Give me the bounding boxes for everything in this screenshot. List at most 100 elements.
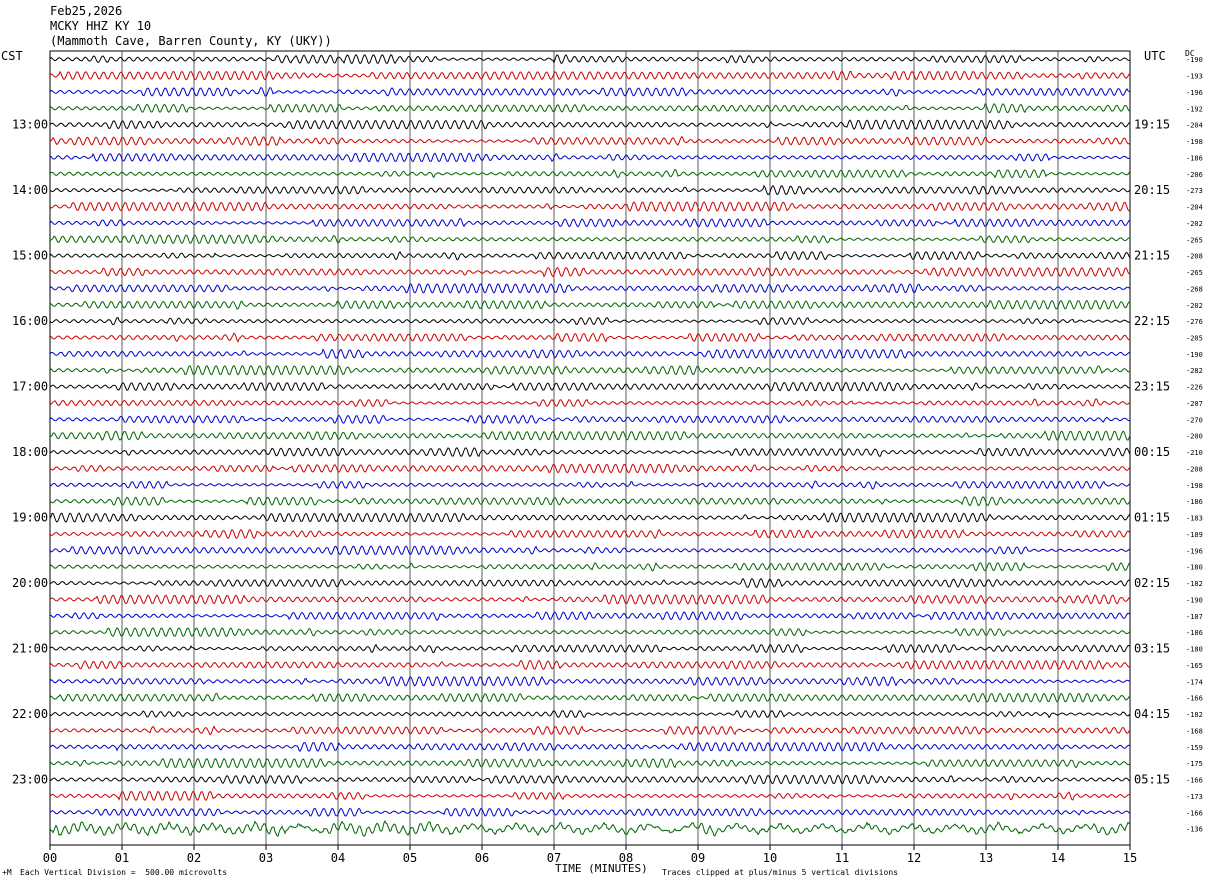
seismic-trace xyxy=(49,217,1131,228)
dc-offset-label: -202 xyxy=(1186,302,1203,310)
right-hour-label: 03:15 xyxy=(1134,642,1170,656)
scale-note: Each Vertical Division = 500.00 microvol… xyxy=(20,868,228,877)
x-tick-label: 12 xyxy=(907,851,921,865)
seismic-trace xyxy=(49,86,1131,97)
dc-offset-label: -265 xyxy=(1186,236,1203,244)
seismic-trace xyxy=(49,577,1131,588)
seismic-trace xyxy=(49,299,1131,310)
dc-offset-label: -159 xyxy=(1186,744,1203,752)
dc-offset-label: -204 xyxy=(1186,122,1203,130)
right-hour-label: 00:15 xyxy=(1134,445,1170,459)
dc-offset-label: -202 xyxy=(1186,220,1203,228)
dc-offset-label: -265 xyxy=(1186,269,1203,277)
x-tick-label: 04 xyxy=(331,851,345,865)
seismic-trace xyxy=(49,545,1131,556)
left-hour-label: 23:00 xyxy=(12,773,48,787)
right-hour-label: 01:15 xyxy=(1134,511,1170,525)
plot-frame xyxy=(49,50,1131,846)
station-id: MCKY HHZ KY 10 xyxy=(50,19,152,33)
seismic-trace xyxy=(49,54,1131,65)
seismic-trace xyxy=(49,135,1131,147)
seismic-trace xyxy=(49,234,1131,245)
x-tick-label: 06 xyxy=(475,851,489,865)
seismic-trace xyxy=(49,201,1131,212)
right-hour-label: 02:15 xyxy=(1134,576,1170,590)
dc-offset-label: -186 xyxy=(1186,629,1203,637)
dc-offset-label: -166 xyxy=(1186,777,1203,785)
seismic-trace xyxy=(49,414,1131,424)
left-hour-label: 20:00 xyxy=(12,576,48,590)
seismic-trace xyxy=(49,480,1131,490)
dc-offset-label: -270 xyxy=(1186,416,1203,424)
right-hour-label: 04:15 xyxy=(1134,707,1170,721)
seismic-trace xyxy=(49,676,1131,687)
seismic-trace xyxy=(49,365,1131,376)
plot-date: Feb25,2026 xyxy=(50,4,123,18)
right-hour-label: 19:15 xyxy=(1134,118,1170,132)
dc-offset-label: -208 xyxy=(1186,253,1203,261)
left-hour-label: 18:00 xyxy=(12,445,48,459)
dc-offset-label: -208 xyxy=(1186,465,1203,473)
dc-offset-label: -183 xyxy=(1186,515,1203,523)
x-tick-label: 11 xyxy=(835,851,849,865)
x-tick-label: 14 xyxy=(1051,851,1065,865)
seismic-trace xyxy=(49,430,1131,441)
seismic-trace xyxy=(49,168,1131,179)
right-hour-label: 20:15 xyxy=(1134,183,1170,197)
seismic-trace xyxy=(49,627,1131,638)
seismic-trace xyxy=(49,152,1131,163)
dc-offset-header: DC xyxy=(1185,49,1195,58)
left-hour-label: 14:00 xyxy=(12,183,48,197)
seismic-trace xyxy=(49,528,1131,540)
left-hour-label: 22:00 xyxy=(12,707,48,721)
dc-offset-label: -186 xyxy=(1186,154,1203,162)
dc-offset-label: -193 xyxy=(1186,73,1203,81)
dc-offset-label: -182 xyxy=(1186,580,1203,588)
dc-offset-label: -180 xyxy=(1186,646,1203,654)
seismic-trace xyxy=(49,692,1131,703)
left-hour-label: 16:00 xyxy=(12,314,48,328)
dc-offset-label: -268 xyxy=(1186,285,1203,293)
seismic-trace xyxy=(49,659,1131,670)
x-tick-label: 00 xyxy=(43,851,57,865)
x-tick-label: 15 xyxy=(1123,851,1137,865)
right-hour-label: 05:15 xyxy=(1134,773,1170,787)
left-hour-label: 15:00 xyxy=(12,249,48,263)
left-hour-label: 21:00 xyxy=(12,642,48,656)
x-tick-label: 09 xyxy=(691,851,705,865)
dc-offset-label: -200 xyxy=(1186,433,1203,441)
x-axis-title: TIME (MINUTES) xyxy=(555,862,648,875)
left-timezone-label: CST xyxy=(1,49,23,63)
clip-note: Traces clipped at plus/minus 5 vertical … xyxy=(662,868,899,877)
seismic-trace xyxy=(49,820,1131,838)
dc-offset-label: -205 xyxy=(1186,334,1203,342)
x-tick-label: 07 xyxy=(547,851,561,865)
seismic-trace xyxy=(49,381,1131,392)
seismic-trace xyxy=(49,757,1131,769)
seismic-trace xyxy=(49,725,1131,736)
left-hour-label: 13:00 xyxy=(12,118,48,132)
right-hour-label: 23:15 xyxy=(1134,380,1170,394)
dc-offset-label: -166 xyxy=(1186,695,1203,703)
dc-offset-label: -198 xyxy=(1186,482,1203,490)
dc-offset-label: -192 xyxy=(1186,105,1203,113)
dc-offset-label: -204 xyxy=(1186,204,1203,212)
dc-offset-label: -180 xyxy=(1186,564,1203,572)
dc-offset-label: -226 xyxy=(1186,384,1203,392)
seismic-trace xyxy=(49,398,1131,408)
dc-offset-label: -189 xyxy=(1186,531,1203,539)
seismic-trace xyxy=(49,184,1131,196)
dc-offset-label: -186 xyxy=(1186,498,1203,506)
seismic-trace xyxy=(49,250,1131,261)
seismic-trace xyxy=(49,70,1131,81)
seismic-trace xyxy=(49,317,1131,326)
seismic-trace xyxy=(49,807,1131,817)
x-tick-label: 10 xyxy=(763,851,777,865)
x-tick-label: 02 xyxy=(187,851,201,865)
dc-offset-label: -190 xyxy=(1186,596,1203,604)
right-hour-label: 21:15 xyxy=(1134,249,1170,263)
seismic-trace xyxy=(49,283,1131,294)
x-tick-label: 03 xyxy=(259,851,273,865)
seismic-trace xyxy=(49,332,1131,343)
